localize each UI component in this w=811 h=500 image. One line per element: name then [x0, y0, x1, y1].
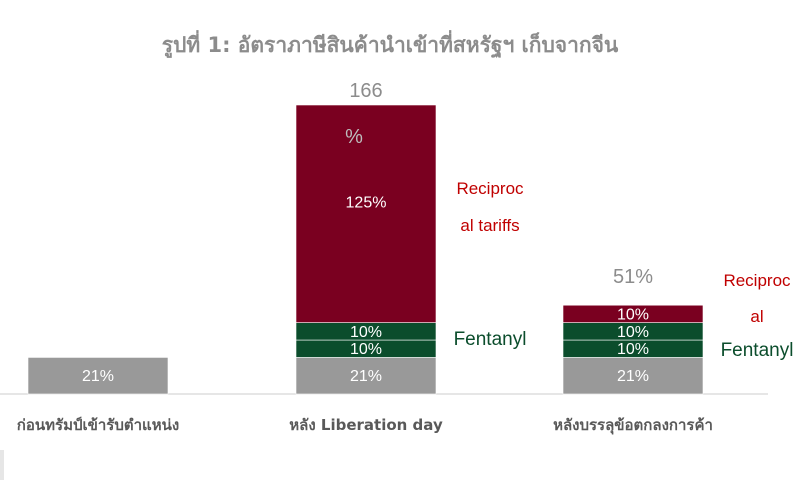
footer-mark — [0, 450, 4, 480]
annotation-label: al — [750, 307, 763, 326]
data-label: 21% — [350, 368, 382, 385]
bar-segment-1-0 — [295, 357, 437, 395]
data-label: 10% — [617, 324, 649, 341]
chart-title: รูปที่ 1: อัตราภาษีสินค้านำเข้าที่สหรัฐฯ… — [162, 29, 619, 59]
bar-segment-1-3 — [295, 104, 437, 323]
total-label-suffix: % — [345, 126, 363, 148]
bar-segment-0-0 — [27, 357, 169, 395]
data-label: 10% — [617, 341, 649, 358]
annotation-label: Fentanyl — [454, 329, 527, 350]
bar-segment-2-0 — [562, 357, 704, 395]
data-label: 10% — [617, 306, 649, 323]
annotation-label: Reciproc — [723, 271, 791, 290]
data-label: 125% — [346, 194, 387, 211]
annotation-label: al tariffs — [460, 216, 519, 235]
total-label: 166 — [349, 80, 382, 102]
data-label: 21% — [82, 368, 114, 385]
x-tick-label: ก่อนทรัมป์เข้ารับตำแหน่ง — [17, 416, 179, 434]
annotation-label: Fentanyl — [721, 340, 794, 361]
bar-segment-2-3 — [562, 304, 704, 323]
annotation-label: Reciproc — [456, 179, 524, 198]
data-label: 10% — [350, 324, 382, 341]
x-tick-label: หลังบรรลุข้อตกลงการค้า — [553, 416, 713, 435]
total-label: 51% — [613, 266, 653, 288]
data-label: 21% — [617, 368, 649, 385]
data-label: 10% — [350, 341, 382, 358]
x-tick-label: หลัง Liberation day — [289, 416, 443, 434]
